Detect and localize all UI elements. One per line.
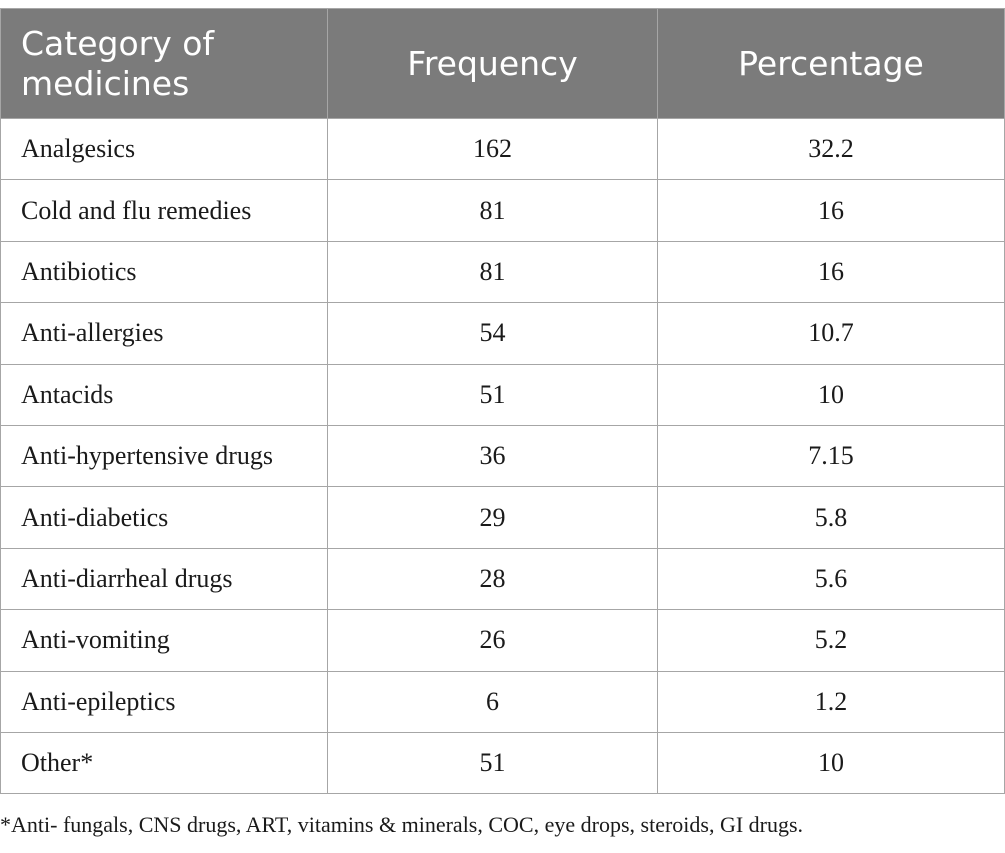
cell-category: Anti-diabetics — [0, 486, 328, 549]
medicines-table: Category of medicines Frequency Percenta… — [0, 8, 1005, 795]
table-row: Other* 51 10 — [0, 731, 1005, 795]
cell-frequency: 28 — [327, 547, 658, 611]
table-row: Anti-epileptics 6 1.2 — [0, 670, 1005, 733]
cell-percentage: 32.2 — [657, 117, 1005, 181]
cell-frequency: 81 — [327, 179, 658, 242]
table-row: Antacids 51 10 — [0, 363, 1005, 426]
cell-frequency: 81 — [327, 240, 658, 304]
table-row: Anti-hypertensive drugs 36 7.15 — [0, 424, 1005, 488]
cell-frequency: 51 — [327, 731, 658, 795]
cell-percentage: 16 — [657, 179, 1005, 242]
header-percentage: Percentage — [657, 8, 1005, 119]
cell-category: Anti-hypertensive drugs — [0, 424, 328, 488]
cell-percentage: 10.7 — [657, 302, 1005, 365]
medicines-table-container: Category of medicines Frequency Percenta… — [0, 8, 1005, 795]
header-category: Category of medicines — [0, 8, 328, 119]
cell-frequency: 51 — [327, 363, 658, 426]
table-row: Anti-diarrheal drugs 28 5.6 — [0, 547, 1005, 611]
cell-category: Anti-vomiting — [0, 609, 328, 672]
table-row: Analgesics 162 32.2 — [0, 117, 1005, 181]
cell-frequency: 54 — [327, 302, 658, 365]
table-row: Anti-vomiting 26 5.2 — [0, 609, 1005, 672]
cell-percentage: 16 — [657, 240, 1005, 304]
cell-category: Other* — [0, 731, 328, 795]
cell-category: Anti-epileptics — [0, 670, 328, 733]
cell-percentage: 10 — [657, 731, 1005, 795]
cell-frequency: 29 — [327, 486, 658, 549]
table-footnote: *Anti- fungals, CNS drugs, ART, vitamins… — [0, 812, 804, 837]
cell-frequency: 26 — [327, 609, 658, 672]
cell-frequency: 162 — [327, 117, 658, 181]
cell-percentage: 5.8 — [657, 486, 1005, 549]
table-row: Cold and flu remedies 81 16 — [0, 179, 1005, 242]
cell-category: Anti-diarrheal drugs — [0, 547, 328, 611]
cell-percentage: 10 — [657, 363, 1005, 426]
cell-category: Anti-allergies — [0, 302, 328, 365]
cell-frequency: 6 — [327, 670, 658, 733]
cell-category: Antibiotics — [0, 240, 328, 304]
cell-percentage: 7.15 — [657, 424, 1005, 488]
cell-percentage: 5.2 — [657, 609, 1005, 672]
table-row: Antibiotics 81 16 — [0, 240, 1005, 304]
table-row: Anti-allergies 54 10.7 — [0, 302, 1005, 365]
cell-category: Cold and flu remedies — [0, 179, 328, 242]
table-header: Category of medicines Frequency Percenta… — [0, 8, 1005, 119]
table-row: Anti-diabetics 29 5.8 — [0, 486, 1005, 549]
cell-category: Antacids — [0, 363, 328, 426]
cell-category: Analgesics — [0, 117, 328, 181]
cell-percentage: 5.6 — [657, 547, 1005, 611]
cell-percentage: 1.2 — [657, 670, 1005, 733]
header-frequency: Frequency — [327, 8, 658, 119]
cell-frequency: 36 — [327, 424, 658, 488]
table-body: Analgesics 162 32.2 Cold and flu remedie… — [0, 117, 1005, 795]
header-row: Category of medicines Frequency Percenta… — [0, 8, 1005, 119]
